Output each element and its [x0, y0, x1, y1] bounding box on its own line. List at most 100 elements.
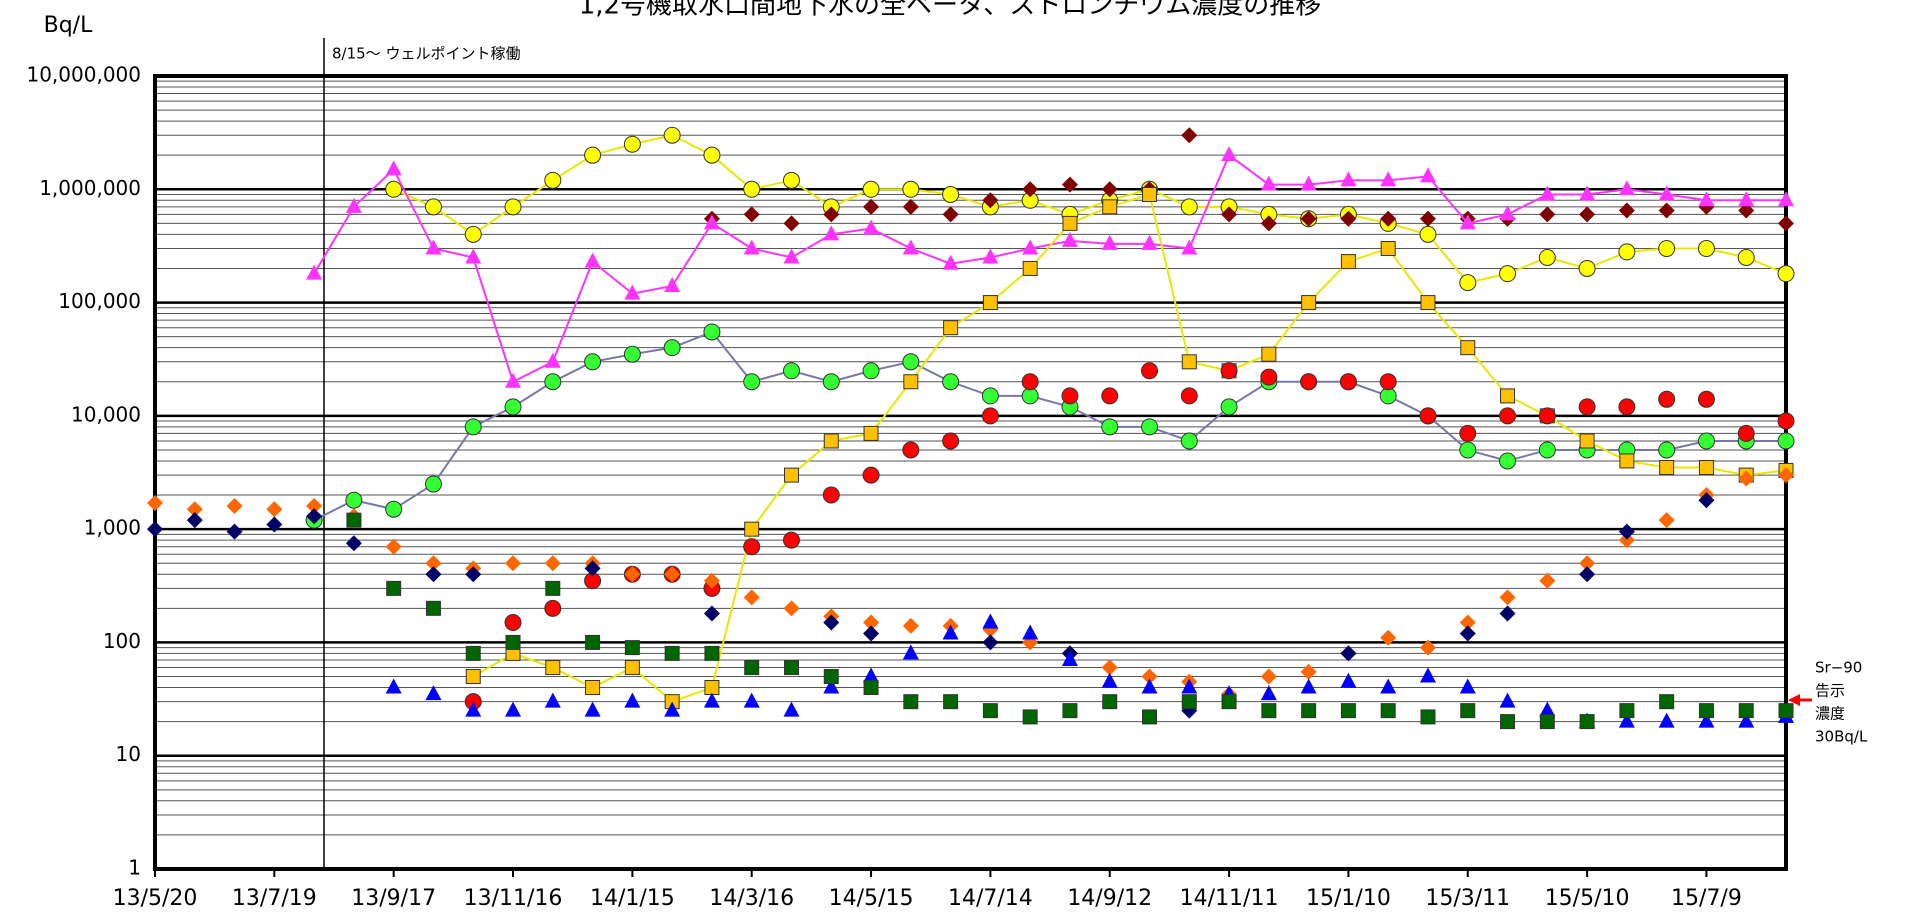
marker: [1261, 346, 1277, 362]
marker: [1141, 362, 1159, 380]
marker: [1141, 678, 1158, 694]
marker: [1579, 566, 1596, 583]
marker: [1539, 714, 1555, 730]
marker: [703, 605, 720, 622]
marker: [1380, 241, 1396, 257]
marker: [623, 135, 641, 153]
marker: [1459, 678, 1476, 694]
marker: [1460, 340, 1476, 356]
marker: [1181, 694, 1197, 710]
marker: [1618, 532, 1635, 549]
marker: [743, 692, 760, 708]
marker: [465, 645, 481, 661]
marker: [425, 555, 442, 572]
marker: [504, 398, 522, 416]
marker: [703, 146, 721, 164]
marker: [505, 634, 521, 650]
marker: [1181, 127, 1198, 144]
marker: [585, 680, 601, 696]
marker: [1738, 202, 1755, 219]
marker: [1379, 373, 1397, 391]
marker: [1141, 234, 1158, 250]
marker: [862, 466, 880, 484]
marker: [982, 613, 999, 629]
marker: [1618, 243, 1636, 261]
marker: [545, 580, 561, 596]
marker: [1500, 714, 1516, 730]
marker: [584, 560, 601, 577]
marker: [1022, 624, 1039, 640]
marker: [1380, 210, 1397, 227]
marker: [1180, 198, 1198, 216]
marker: [1021, 387, 1039, 405]
marker: [783, 467, 799, 483]
marker: [386, 580, 402, 596]
y-tick-label: 100: [103, 629, 141, 653]
marker: [743, 373, 761, 391]
marker: [1300, 373, 1318, 391]
marker: [1619, 703, 1635, 719]
marker: [147, 495, 163, 512]
marker: [942, 624, 959, 640]
marker: [823, 678, 840, 694]
marker: [385, 160, 402, 176]
marker: [1499, 605, 1516, 622]
marker: [1180, 387, 1198, 405]
marker: [1459, 614, 1476, 631]
marker: [942, 185, 960, 203]
marker: [942, 432, 960, 450]
marker: [465, 566, 482, 583]
marker: [346, 512, 362, 528]
marker: [862, 362, 880, 380]
marker: [743, 239, 760, 255]
marker: [1579, 714, 1595, 730]
marker: [1738, 191, 1755, 207]
marker: [1618, 398, 1636, 416]
marker: [1101, 181, 1118, 198]
marker: [982, 295, 998, 311]
marker: [1778, 467, 1794, 484]
marker: [1698, 712, 1715, 728]
marker: [703, 214, 720, 230]
marker: [226, 498, 243, 515]
marker: [1737, 248, 1755, 266]
marker: [1538, 248, 1556, 266]
marker: [1380, 703, 1396, 719]
marker: [1619, 453, 1635, 469]
marker: [1419, 639, 1436, 656]
marker: [1380, 678, 1397, 694]
marker: [863, 614, 880, 631]
marker: [862, 180, 880, 198]
marker: [783, 660, 799, 676]
marker: [1778, 703, 1794, 719]
x-tick-label: 14/5/15: [829, 886, 914, 911]
marker: [1777, 412, 1795, 430]
marker: [902, 198, 919, 215]
marker: [863, 667, 880, 683]
marker: [783, 215, 800, 232]
marker: [704, 645, 720, 661]
x-tick-label: 15/5/10: [1545, 886, 1630, 911]
marker: [504, 613, 522, 631]
marker: [1618, 180, 1635, 196]
marker: [823, 206, 840, 223]
marker: [1698, 492, 1715, 509]
marker: [982, 248, 999, 264]
marker: [1340, 703, 1356, 719]
marker: [782, 171, 800, 189]
y-tick-label: 10,000: [71, 402, 141, 426]
x-tick-label: 13/11/16: [464, 886, 563, 911]
marker: [1698, 460, 1714, 476]
marker: [1499, 452, 1517, 470]
marker: [1221, 206, 1238, 223]
marker: [823, 669, 839, 685]
y-tick-label: 100,000: [58, 289, 141, 313]
x-tick-label: 13/9/17: [351, 886, 436, 911]
marker: [1777, 265, 1795, 283]
marker: [1459, 274, 1477, 292]
marker: [1459, 625, 1476, 642]
marker: [1738, 703, 1754, 719]
marker: [1340, 672, 1357, 688]
marker: [704, 680, 720, 696]
marker: [624, 692, 641, 708]
